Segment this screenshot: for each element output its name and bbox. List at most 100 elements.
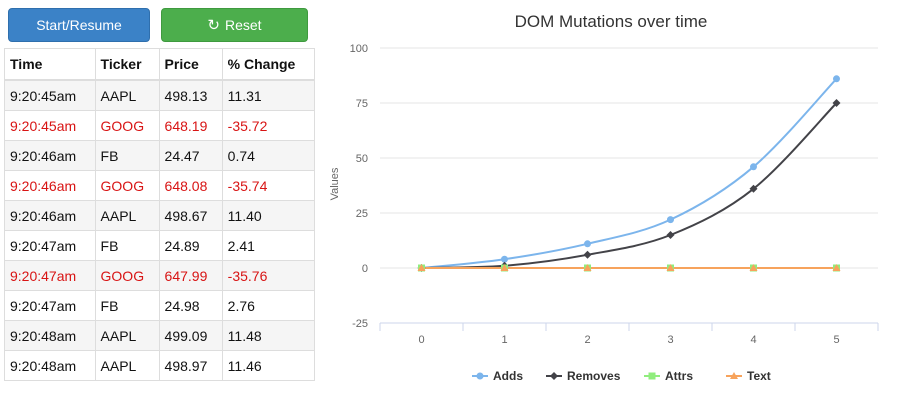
point-text: [749, 264, 758, 271]
cell-time: 9:20:47am: [4, 230, 96, 261]
point-removes: [832, 99, 841, 107]
cell-ticker: AAPL: [94, 79, 160, 111]
table-row: 9:20:47am FB 24.98 2.76: [4, 290, 316, 321]
point-text: [583, 264, 592, 271]
cell-ticker: FB: [94, 140, 160, 171]
y-tick-label: 0: [362, 263, 368, 275]
cell-time: 9:20:48am: [4, 320, 96, 351]
point-text: [500, 264, 509, 271]
table-row: 9:20:48am AAPL 499.09 11.48: [4, 320, 316, 351]
table-row: 9:20:48am AAPL 498.97 11.46: [4, 350, 316, 381]
point-removes: [666, 231, 675, 239]
stock-table: Time Ticker Price % Change 9:20:45am AAPL…: [4, 48, 316, 381]
reset-button[interactable]: ↻ Reset: [161, 8, 308, 42]
cell-time: 9:20:47am: [4, 260, 96, 291]
legend-item-text: Text: [747, 369, 771, 383]
cell-ticker: FB: [94, 290, 160, 321]
cell-ticker: GOOG: [94, 260, 160, 291]
cell-price: 648.19: [158, 110, 223, 141]
series-line-removes: [421, 102, 838, 269]
table-row: 9:20:47am FB 24.89 2.41: [4, 230, 316, 261]
point-adds: [667, 216, 674, 224]
point-adds: [750, 163, 757, 171]
x-tick-label: 2: [584, 334, 590, 346]
header-ticker: Ticker: [94, 48, 160, 81]
point-removes: [749, 184, 758, 193]
chart-svg: DOM Mutations over time Values -25025507…: [329, 12, 879, 383]
legend-item-attrs: Attrs: [665, 369, 693, 383]
table-row: 9:20:46am AAPL 498.67 11.40: [4, 200, 316, 231]
cell-ticker: AAPL: [94, 200, 160, 231]
y-tick-label: 25: [356, 208, 368, 220]
cell-ticker: GOOG: [94, 110, 160, 141]
legend-item-removes: Removes: [567, 369, 621, 383]
cell-price: 499.09: [158, 320, 223, 351]
y-tick-label: 50: [356, 153, 368, 165]
cell-change: 11.46: [221, 350, 316, 381]
legend-symbol-adds: [476, 372, 484, 380]
x-tick-label: 4: [750, 334, 756, 346]
point-adds: [833, 75, 840, 83]
chart-title: DOM Mutations over time: [515, 12, 708, 31]
table-row: 9:20:45am AAPL 498.13 11.31: [4, 79, 316, 111]
cell-time: 9:20:45am: [4, 110, 96, 141]
legend-symbol-attrs: [648, 372, 656, 380]
x-tick-label: 0: [418, 334, 424, 346]
cell-price: 24.89: [158, 230, 223, 261]
start-resume-label: Start/Resume: [36, 17, 122, 33]
cell-change: 2.76: [221, 290, 316, 321]
cell-time: 9:20:46am: [4, 200, 96, 231]
point-adds: [584, 240, 591, 248]
stock-panel: Start/Resume ↻ Reset Time Ticker Price %…: [0, 0, 318, 410]
y-axis-label: Values: [329, 167, 341, 200]
cell-change: -35.76: [221, 260, 316, 291]
point-adds: [501, 255, 508, 263]
cell-change: -35.74: [221, 170, 316, 201]
y-tick-label: 75: [356, 98, 368, 110]
header-change: % Change: [221, 48, 316, 81]
y-tick-label: 100: [350, 43, 368, 55]
cell-price: 498.13: [158, 79, 223, 111]
point-text: [666, 264, 675, 271]
cell-price: 648.08: [158, 170, 223, 201]
point-text: [832, 264, 841, 271]
point-removes: [583, 250, 592, 259]
cell-price: 24.98: [158, 290, 223, 321]
x-tick-label: 3: [667, 334, 673, 346]
table-row: 9:20:45am GOOG 648.19 -35.72: [4, 110, 316, 141]
legend-symbol-removes: [550, 372, 558, 380]
series-line-adds: [421, 78, 838, 269]
cell-time: 9:20:46am: [4, 170, 96, 201]
cell-price: 498.67: [158, 200, 223, 231]
legend-symbol-text: [730, 372, 738, 379]
cell-time: 9:20:47am: [4, 290, 96, 321]
cell-price: 647.99: [158, 260, 223, 291]
cell-ticker: GOOG: [94, 170, 160, 201]
cell-time: 9:20:45am: [4, 79, 96, 111]
header-price: Price: [158, 48, 223, 81]
cell-change: 11.48: [221, 320, 316, 351]
table-row: 9:20:46am GOOG 648.08 -35.74: [4, 170, 316, 201]
x-tick-label: 1: [501, 334, 507, 346]
cell-price: 498.97: [158, 350, 223, 381]
cell-ticker: AAPL: [94, 350, 160, 381]
cell-change: 11.40: [221, 200, 316, 231]
cell-time: 9:20:48am: [4, 350, 96, 381]
cell-change: 2.41: [221, 230, 316, 261]
reset-label: Reset: [225, 17, 262, 33]
start-resume-button[interactable]: Start/Resume: [8, 8, 150, 42]
point-text: [417, 264, 426, 271]
x-tick-label: 5: [833, 334, 839, 346]
refresh-icon: ↻: [207, 17, 220, 34]
mutations-chart: DOM Mutations over time Values -25 0 25 50 7…: [318, 0, 904, 410]
cell-ticker: AAPL: [94, 320, 160, 351]
cell-change: -35.72: [221, 110, 316, 141]
header-time: Time: [4, 48, 96, 81]
legend-item-adds: Adds: [493, 369, 523, 383]
table-header-row: Time Ticker Price % Change: [4, 48, 316, 81]
cell-time: 9:20:46am: [4, 140, 96, 171]
cell-price: 24.47: [158, 140, 223, 171]
cell-ticker: FB: [94, 230, 160, 261]
table-row: 9:20:47am GOOG 647.99 -35.76: [4, 260, 316, 291]
cell-change: 0.74: [221, 140, 316, 171]
